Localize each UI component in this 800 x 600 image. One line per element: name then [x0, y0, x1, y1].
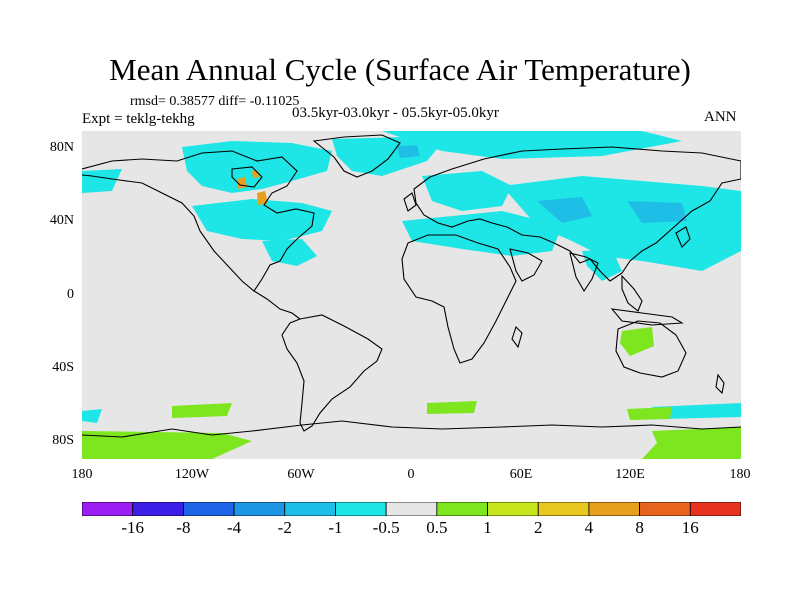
lon-tick-label: 120E [615, 467, 645, 482]
coast-eurasia [413, 146, 741, 282]
colorbar-label: 2 [533, 518, 543, 537]
arctic-cooler [397, 145, 420, 158]
pacific-north-cool [82, 169, 122, 193]
coastlines [82, 134, 741, 438]
southern-ocean-warm-1 [172, 403, 232, 418]
colorbar-label: 0.5 [426, 518, 448, 537]
coast-uk [403, 192, 417, 212]
lon-tick-label: 120W [174, 467, 210, 482]
lon-tick-label: 180 [71, 467, 93, 482]
colorbar-label: -2 [277, 518, 292, 537]
colorbar-swatch [689, 502, 741, 516]
colorbar-label: -8 [176, 518, 191, 537]
colorbar-swatch [639, 502, 691, 516]
lat-tick-label: 40N [49, 213, 74, 228]
coast-indonesia [610, 308, 684, 326]
cooler-anomaly-regions [397, 145, 687, 223]
lon-tick-label: 60E [509, 467, 533, 482]
colorbar-label: 1 [483, 518, 492, 537]
colorbar-swatch [588, 502, 641, 516]
colorbar-swatch [537, 502, 590, 516]
india-cool [582, 249, 622, 281]
hudson-bay-hot-2 [257, 191, 268, 205]
colorbar-swatch [385, 502, 438, 516]
colorbar-label: 8 [635, 518, 644, 537]
coast-north-america [82, 150, 315, 292]
colorbar-label: 16 [681, 518, 699, 537]
temperature-map [82, 131, 741, 459]
coast-australia [615, 320, 687, 378]
south-ocean-cool-east [652, 403, 741, 419]
europe-north-cool [422, 171, 512, 211]
coast-antarctica [82, 420, 741, 438]
lon-tick-label: 60W [287, 467, 315, 482]
coast-arabia [509, 248, 543, 282]
lon-tick-label: 180 [729, 467, 751, 482]
southern-ocean-warm-3 [627, 407, 672, 420]
colorbar-label: -0.5 [372, 518, 400, 537]
colorbar-label: -16 [121, 518, 145, 537]
colorbar-swatch [284, 502, 336, 516]
colorbar-label: -4 [226, 518, 242, 537]
colorbar-swatch [436, 502, 488, 516]
siberia-cooler [627, 201, 687, 223]
warm-anomaly-regions [82, 327, 741, 459]
coast-japan [675, 226, 691, 248]
colorbar [82, 502, 741, 516]
colorbar-swatch [182, 502, 235, 516]
colorbar-swatch [487, 502, 539, 516]
east-us-cool [262, 239, 317, 266]
colorbar-swatch [335, 502, 387, 516]
coast-central-america [253, 290, 301, 320]
south-ocean-cool [82, 409, 102, 423]
coast-south-america [281, 314, 383, 432]
colorbar-label: -1 [328, 518, 343, 537]
antarctic-warm-east [642, 427, 741, 459]
north-africa-cool [402, 211, 562, 256]
coast-greenland [312, 134, 401, 178]
period-label: 03.5kyr-03.0kyr - 05.5kyr-05.0kyr [292, 105, 499, 121]
experiment-label: Expt = teklg-tekhg [82, 111, 195, 127]
arctic-canada-cool [182, 141, 332, 193]
antarctic-warm-west [82, 431, 252, 459]
asia-cooler [537, 197, 592, 223]
lon-tick-label: 0 [407, 467, 415, 482]
southern-ocean-warm-2 [427, 401, 477, 414]
colorbar-label: 4 [584, 518, 594, 537]
coast-madagascar [511, 325, 523, 349]
coast-hudson-bay [231, 166, 263, 188]
coast-southeast-asia [621, 274, 643, 312]
season-label: ANN [704, 109, 737, 125]
coast-india [569, 252, 599, 293]
lat-tick-label: 40S [52, 360, 74, 375]
chart-title: Mean Annual Cycle (Surface Air Temperatu… [109, 52, 691, 87]
lat-tick-label: 80S [52, 433, 74, 448]
colorbar-swatch [233, 502, 286, 516]
colorbar-swatch [82, 502, 134, 516]
colorbar-swatch [132, 502, 184, 516]
coast-africa [401, 234, 517, 364]
lat-tick-label: 80N [49, 140, 74, 155]
lat-tick-label: 0 [67, 287, 74, 302]
stats-text: rmsd= 0.38577 diff= -0.11025 [130, 94, 300, 109]
coast-new-zealand [715, 373, 725, 395]
australia-warm [620, 327, 654, 356]
arctic-ocean-cool [382, 131, 682, 159]
